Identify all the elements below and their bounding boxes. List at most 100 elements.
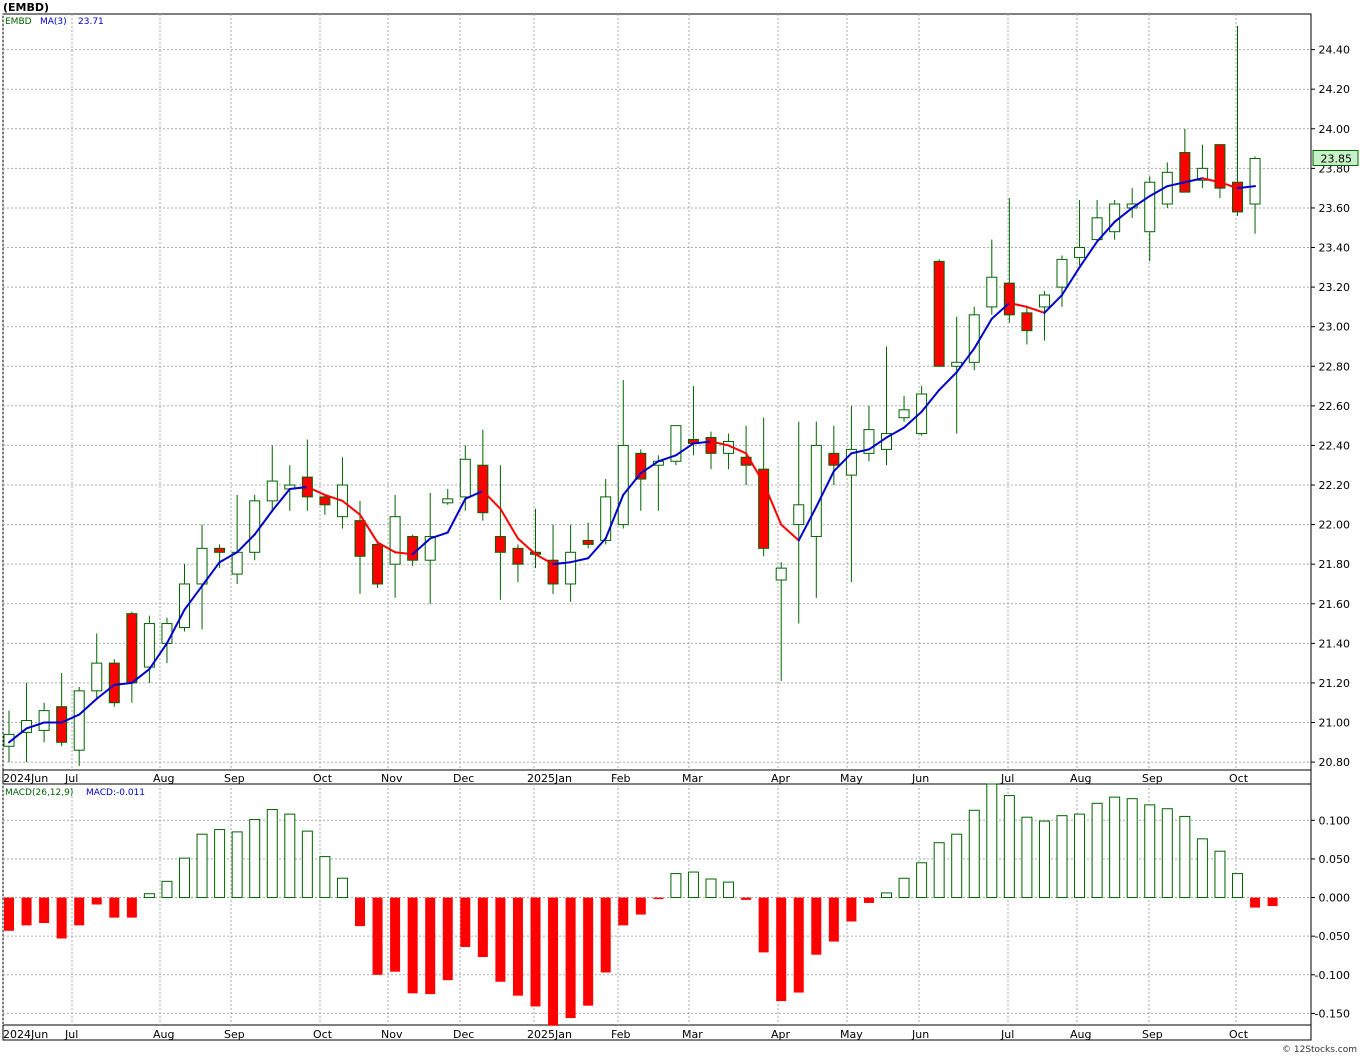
y-tick-label: 23.40 [1319, 242, 1351, 255]
macd-bar-negative [618, 898, 628, 926]
x-tick-label: Aug [1070, 772, 1091, 785]
macd-bar-positive [882, 893, 892, 898]
macd-bar-negative [4, 898, 14, 931]
macd-bar-negative [390, 898, 400, 972]
macd-bar-positive [724, 882, 734, 897]
macd-bar-positive [1075, 814, 1085, 897]
macd-bar-negative [355, 898, 365, 927]
macd-bar-positive [1197, 839, 1207, 898]
candle-up [232, 552, 242, 574]
candle-up [1145, 182, 1155, 231]
macd-bar-positive [1162, 809, 1172, 898]
macd-bar-negative [425, 898, 435, 995]
candle-down [759, 469, 769, 548]
candle-down [1004, 283, 1014, 315]
x-tick-label: Jun [911, 1028, 929, 1041]
x-tick-label: Sep [1142, 1028, 1163, 1041]
y-tick-label: 20.80 [1319, 756, 1351, 769]
candle-up [776, 568, 786, 580]
candle-up [1039, 295, 1049, 307]
x-tick-label: Apr [771, 1028, 791, 1041]
macd-bar-positive [197, 834, 207, 897]
macd-bar-negative [408, 898, 418, 994]
x-tick-label: 2024Jun [3, 772, 48, 785]
y-tick-label: 24.40 [1319, 44, 1351, 57]
candle-down [1022, 313, 1032, 331]
y-tick-label: 21.60 [1319, 598, 1351, 611]
macd-bar-positive [917, 863, 927, 898]
x-tick-label: May [840, 1028, 863, 1041]
x-tick-label: Sep [224, 1028, 245, 1041]
macd-bar-positive [267, 809, 277, 897]
x-tick-label: Aug [153, 772, 174, 785]
candle-up [92, 663, 102, 691]
macd-bar-negative [1268, 898, 1278, 906]
macd-bar-negative [759, 898, 769, 953]
candle-up [811, 445, 821, 536]
macd-bar-negative [460, 898, 470, 947]
ma-legend-value: 23.71 [78, 17, 104, 27]
macd-bar-positive [1127, 799, 1137, 898]
x-tick-label: Jul [1000, 772, 1014, 785]
candle-down [355, 521, 365, 557]
macd-bar-negative [811, 898, 821, 955]
macd-bar-positive [162, 881, 172, 897]
candle-down [215, 548, 225, 552]
y-tick-label: 22.40 [1319, 439, 1351, 452]
candle-down [495, 536, 505, 552]
y-tick-label: 21.20 [1319, 677, 1351, 690]
macd-bar-positive [1215, 851, 1225, 897]
candle-down [57, 707, 67, 743]
candle-down [408, 536, 418, 560]
macd-bar-positive [1233, 874, 1243, 898]
candle-down [583, 540, 593, 544]
x-tick-label: Jul [64, 1028, 78, 1041]
x-tick-label: Nov [381, 772, 403, 785]
macd-bar-negative [548, 898, 558, 1026]
candle-up [460, 459, 470, 497]
macd-bar-positive [1110, 797, 1120, 897]
symbol-legend: EMBD [5, 17, 32, 27]
candle-down [109, 663, 119, 703]
macd-bar-negative [566, 898, 576, 1019]
x-tick-label: Feb [611, 1028, 630, 1041]
macd-bar-positive [969, 810, 979, 897]
macd-bar-positive [215, 830, 225, 898]
y-tick-label: -0.100 [1315, 969, 1350, 982]
macd-bar-positive [232, 832, 242, 898]
macd-bar-positive [1145, 805, 1155, 898]
macd-bar-positive [1180, 816, 1190, 897]
candle-up [390, 517, 400, 564]
macd-bar-negative [794, 898, 804, 993]
macd-bar-positive [302, 831, 312, 897]
macd-bar-positive [1039, 821, 1049, 897]
y-tick-label: 23.00 [1319, 321, 1351, 334]
x-tick-label: Jul [1000, 1028, 1014, 1041]
macd-bar-positive [1022, 817, 1032, 897]
x-tick-label: 2025Jan [527, 772, 572, 785]
x-tick-label: Feb [611, 772, 630, 785]
ma-legend: MA(3) [40, 17, 67, 27]
x-tick-label: Oct [1229, 772, 1249, 785]
macd-bar-positive [688, 872, 698, 897]
x-tick-label: Jun [911, 772, 929, 785]
macd-bar-positive [899, 878, 909, 897]
y-tick-label: 22.60 [1319, 400, 1351, 413]
macd-bar-positive [987, 784, 997, 898]
x-tick-label: Apr [771, 772, 791, 785]
candle-up [267, 481, 277, 501]
x-tick-label: Oct [313, 772, 333, 785]
macd-bar-negative [1250, 898, 1260, 908]
macd-bar-negative [829, 898, 839, 942]
y-tick-label: 0.100 [1319, 814, 1351, 827]
candle-down [478, 465, 488, 512]
macd-bar-negative [601, 898, 611, 973]
macd-bar-negative [57, 898, 67, 939]
candle-up [601, 497, 611, 541]
candle-up [1057, 259, 1067, 287]
x-tick-label: Aug [153, 1028, 174, 1041]
x-tick-label: Mar [682, 772, 703, 785]
x-tick-label: Aug [1070, 1028, 1091, 1041]
macd-bar-positive [952, 834, 962, 897]
